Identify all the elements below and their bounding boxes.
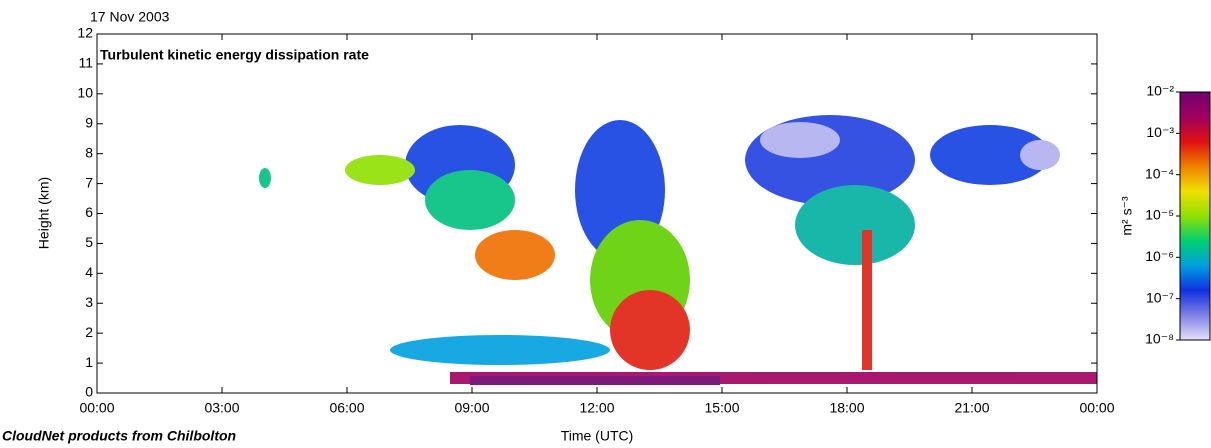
chart-title: Turbulent kinetic energy dissipation rat… [100,47,369,63]
x-tick-label: 21:00 [954,400,989,416]
colorbar [1179,91,1211,341]
y-tick-label: 6 [85,204,93,220]
y-tick-label: 7 [85,174,93,190]
x-tick-label: 03:00 [204,400,239,416]
colorbar-tick-label: 10⁻⁵ [1145,207,1174,223]
x-tick-label: 15:00 [704,400,739,416]
x-tick-label: 12:00 [579,400,614,416]
x-tick-label: 09:00 [454,400,489,416]
y-tick-label: 4 [85,264,93,280]
y-tick-label: 8 [85,144,93,160]
y-tick-label: 10 [77,85,93,101]
x-axis-label: Time (UTC) [561,428,634,444]
y-tick-label: 5 [85,234,93,250]
y-tick-label: 0 [85,384,93,400]
colorbar-tick-label: 10⁻³ [1146,124,1174,140]
x-tick-label: 00:00 [79,400,114,416]
y-tick-label: 2 [85,324,93,340]
footer: CloudNet products from Chilbolton [2,428,236,444]
colorbar-tick-label: 10⁻⁴ [1145,165,1174,181]
date: 17 Nov 2003 [90,9,170,25]
colorbar-tick-label: 10⁻⁷ [1146,289,1174,305]
x-tick-label: 06:00 [329,400,364,416]
x-tick-label: 00:00 [1079,400,1114,416]
y-tick-label: 11 [78,55,93,71]
y-axis-label: Height (km) [36,177,52,249]
y-tick-label: 3 [85,294,93,310]
colorbar-label: m² s⁻³ [1119,196,1135,236]
colorbar-tick-label: 10⁻⁶ [1145,248,1174,264]
colorbar-tick-label: 10⁻² [1146,83,1174,99]
y-tick-label: 1 [85,354,93,370]
y-tick-label: 12 [77,25,93,41]
echo-field [259,115,1097,385]
y-tick-label: 9 [85,114,93,130]
x-tick-label: 18:00 [829,400,864,416]
colorbar-tick-label: 10⁻⁸ [1145,331,1174,347]
